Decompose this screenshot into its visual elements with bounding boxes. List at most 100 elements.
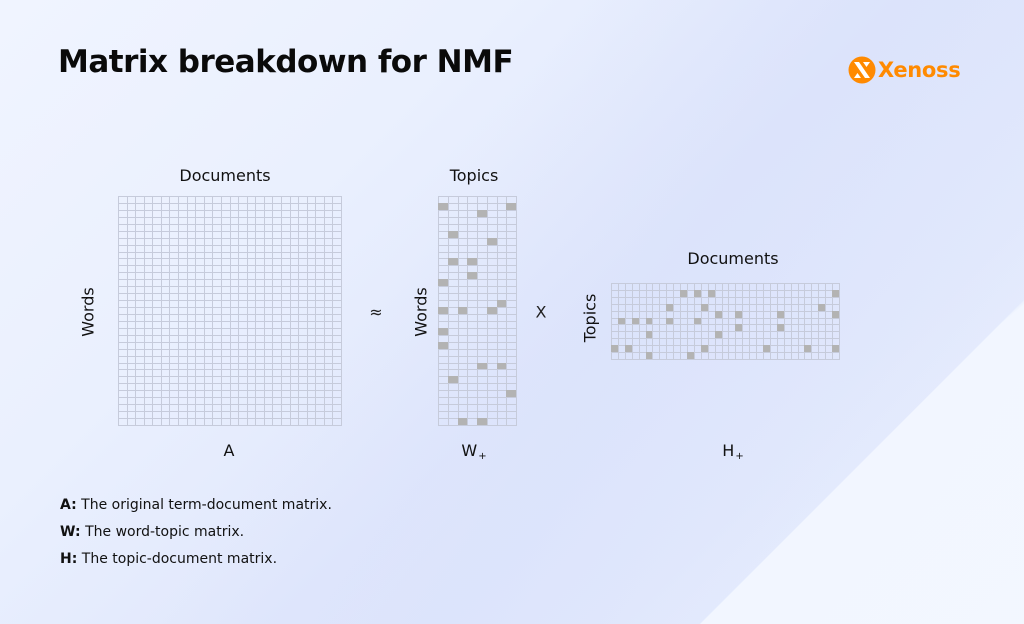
matrix-cell (238, 237, 247, 245)
matrix-cell (246, 418, 256, 425)
matrix-cell (457, 320, 468, 328)
matrix-cell (212, 293, 221, 301)
matrix-cell (280, 390, 290, 398)
matrix-cell (272, 286, 281, 294)
matrix-cell (306, 369, 316, 377)
matrix-cell (238, 313, 247, 321)
matrix-cell (332, 216, 341, 224)
matrix-cell (126, 216, 136, 224)
matrix-cell (298, 313, 307, 321)
matrix-cell (126, 341, 136, 349)
matrix-cell (467, 223, 477, 231)
matrix-cell (263, 313, 273, 321)
matrix-cell (220, 390, 230, 398)
matrix-cell (486, 411, 497, 419)
matrix-cell (229, 411, 239, 419)
matrix-cell (714, 338, 722, 346)
matrix-cell (255, 348, 264, 356)
matrix-cell (246, 404, 256, 412)
matrix-cell (477, 348, 487, 356)
matrix-cell (673, 289, 681, 297)
matrix-cell (447, 411, 458, 419)
matrix-cell (169, 244, 179, 252)
matrix-cell (255, 223, 264, 231)
matrix-cell (617, 324, 625, 332)
matrix-cell (323, 383, 333, 391)
matrix-cell (118, 313, 127, 321)
matrix-cell (238, 293, 247, 301)
matrix-cell (263, 223, 273, 231)
matrix-cell (721, 303, 729, 311)
matrix-cell (477, 230, 487, 238)
matrix-cell (126, 397, 136, 405)
matrix-cell (220, 293, 230, 301)
matrix-cell (638, 283, 646, 290)
matrix-cell (315, 286, 324, 294)
matrix-cell (332, 286, 341, 294)
matrix-cell (721, 345, 729, 353)
matrix-cell (220, 418, 230, 425)
matrix-cell (721, 331, 729, 339)
matrix-cell (280, 307, 290, 314)
matrix-cell (263, 320, 273, 328)
matrix-cell (659, 345, 667, 353)
matrix-cell (212, 418, 221, 425)
matrix-cell (693, 296, 701, 304)
matrix-cell (118, 418, 127, 425)
matrix-cell (506, 348, 516, 356)
matrix-cell (447, 279, 458, 287)
matrix-cell (289, 244, 299, 252)
matrix-cell (255, 209, 264, 217)
matrix-cell (220, 230, 230, 238)
matrix-cell (306, 411, 316, 419)
matrix-cell (624, 296, 632, 304)
matrix-cell (298, 334, 307, 342)
matrix-cell (832, 352, 839, 359)
matrix-cell-filled (735, 310, 743, 318)
matrix-cell (238, 230, 247, 238)
matrix-cell (118, 390, 127, 398)
matrix-cell (152, 313, 161, 321)
matrix-cell (143, 341, 153, 349)
matrix-cell-filled (486, 307, 497, 314)
matrix-cell (178, 230, 187, 238)
matrix-cell (700, 289, 708, 297)
matrix-cell (477, 265, 487, 273)
matrix-cell (617, 345, 625, 353)
matrix-cell (280, 216, 290, 224)
matrix-cell (749, 331, 757, 339)
matrix-cell (728, 352, 736, 359)
matrix-h-top-label: Documents (687, 249, 779, 268)
matrix-cell (323, 216, 333, 224)
matrix-cell (186, 286, 196, 294)
matrix-cell (263, 411, 273, 419)
matrix-cell (126, 209, 136, 217)
matrix-cell (212, 286, 221, 294)
matrix-cell (220, 258, 230, 266)
matrix-cell (160, 209, 170, 217)
matrix-cell (506, 362, 516, 370)
matrix-cell (496, 307, 507, 314)
matrix-cell-filled (631, 317, 639, 325)
matrix-cell (118, 355, 127, 363)
matrix-cell (323, 348, 333, 356)
matrix-cell (126, 369, 136, 377)
matrix-cell (617, 338, 625, 346)
matrix-cell (126, 279, 136, 287)
matrix-cell (749, 303, 757, 311)
matrix-cell (280, 348, 290, 356)
matrix-cell (246, 383, 256, 391)
matrix-cell (298, 237, 307, 245)
matrix-cell (735, 345, 743, 353)
matrix-cell (263, 404, 273, 412)
matrix-cell (289, 320, 299, 328)
matrix-cell (280, 293, 290, 301)
matrix-cell (135, 279, 144, 287)
matrix-cell (238, 202, 247, 210)
matrix-cell (315, 258, 324, 266)
matrix-cell (700, 331, 708, 339)
matrix-cell (666, 310, 674, 318)
matrix-cell (315, 348, 324, 356)
matrix-cell (255, 362, 264, 370)
matrix-cell (611, 324, 618, 332)
